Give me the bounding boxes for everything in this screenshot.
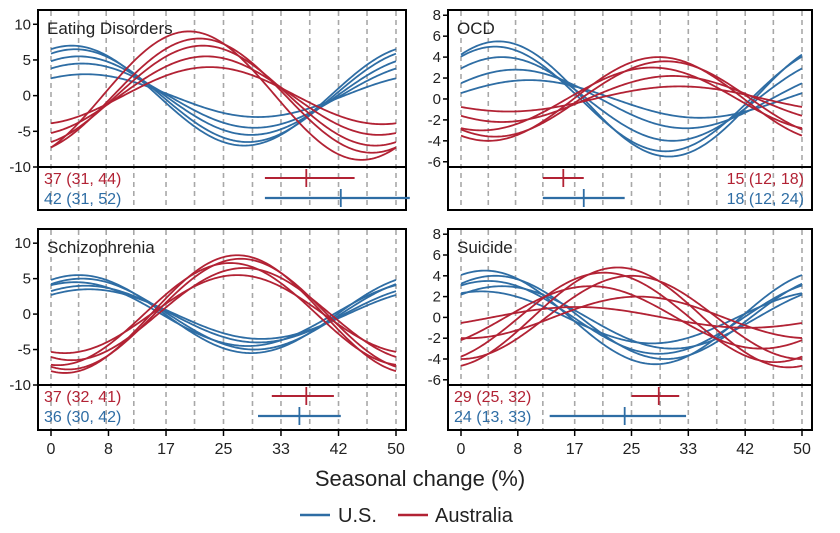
us-series-line: [50, 288, 397, 340]
stat-label: 18 (12, 24): [727, 191, 804, 208]
stat-label: 15 (12, 18): [727, 171, 804, 188]
x-tick-label: 50: [793, 441, 811, 458]
panel-title: OCD: [457, 19, 495, 38]
y-tick-label: 10: [14, 16, 31, 33]
y-tick-label: 0: [23, 88, 31, 105]
us-series-line: [460, 68, 803, 130]
y-tick-label: 0: [433, 309, 441, 326]
australia-series-line: [460, 271, 803, 364]
y-tick-label: 2: [433, 289, 441, 306]
stat-label: 42 (31, 52): [44, 191, 121, 208]
y-tick-label: 4: [433, 49, 441, 66]
y-tick-label: 5: [23, 271, 31, 288]
australia-series-line: [460, 56, 803, 142]
y-tick-label: 0: [23, 306, 31, 323]
panel-title: Schizophrenia: [47, 238, 155, 257]
australia-series-line: [460, 85, 803, 113]
australia-series-line: [50, 66, 397, 126]
y-tick-label: 2: [433, 70, 441, 87]
panel-0: 10 5 0 -5 -10 Eating Disorders 37 (31, 44) 42 (…: [9, 9, 410, 211]
australia-series-line: [460, 66, 803, 132]
y-tick-label: -4: [428, 133, 441, 150]
us-series-line: [50, 277, 397, 351]
panel-frame: [447, 228, 813, 431]
panel-frame: [447, 9, 813, 211]
australia-series-line: [460, 274, 803, 360]
y-tick-label: 0: [433, 91, 441, 108]
y-tick-label: 10: [14, 235, 31, 252]
y-tick-label: 8: [433, 226, 441, 243]
us-series-line: [50, 48, 397, 143]
x-tick-label: 0: [457, 441, 466, 458]
australia-series-line: [460, 306, 803, 329]
y-tick-label: -4: [428, 351, 441, 368]
stat-label: 37 (31, 44): [44, 171, 121, 188]
australia-series-line: [460, 285, 803, 350]
x-tick-label: 42: [736, 441, 754, 458]
y-tick-label: 6: [433, 247, 441, 264]
x-tick-label: 25: [215, 441, 233, 458]
us-series-line: [460, 290, 803, 345]
x-tick-label: 8: [104, 441, 113, 458]
australia-series-line: [50, 267, 397, 362]
us-series-line: [460, 280, 803, 355]
stat-label: 36 (30, 42): [44, 409, 121, 426]
y-tick-label: -6: [428, 154, 441, 171]
panel-title: Eating Disorders: [47, 19, 173, 38]
x-tick-label: 33: [272, 441, 290, 458]
us-series-line: [460, 56, 803, 142]
x-tick-label: 17: [157, 441, 175, 458]
us-series-line: [50, 55, 397, 136]
y-tick-label: -2: [428, 112, 441, 129]
y-tick-label: -5: [18, 342, 31, 359]
x-tick-label: 33: [679, 441, 697, 458]
x-tick-label: 8: [513, 441, 522, 458]
y-tick-label: -10: [9, 377, 31, 394]
us-series-line: [460, 274, 803, 360]
panel-frame: [37, 228, 407, 431]
x-tick-label: 17: [566, 441, 584, 458]
us-series-line: [460, 79, 803, 119]
x-tick-label: 25: [623, 441, 641, 458]
y-tick-label: 6: [433, 28, 441, 45]
us-series-line: [50, 73, 397, 118]
y-tick-label: 8: [433, 7, 441, 24]
panel-title: Suicide: [457, 238, 513, 257]
y-tick-label: -5: [18, 123, 31, 140]
legend-label: U.S.: [338, 505, 377, 527]
x-tick-label: 42: [330, 441, 348, 458]
panel-1: 8 6 4 2 0 -2 -4 -6 OCD 15 (12, 18) 18 (12, 24): [428, 7, 813, 211]
us-series-line: [50, 274, 397, 354]
us-series-line: [50, 44, 397, 147]
x-axis-label: Seasonal change (%): [315, 466, 525, 491]
stat-label: 37 (32, 41): [44, 389, 121, 406]
y-tick-label: -10: [9, 159, 31, 176]
y-tick-label: 5: [23, 52, 31, 69]
legend: U.S. Australia: [300, 505, 514, 527]
australia-series-line: [50, 37, 397, 154]
us-series-line: [50, 284, 397, 344]
x-tick-label: 0: [47, 441, 56, 458]
y-tick-label: -2: [428, 330, 441, 347]
stat-label: 29 (25, 32): [454, 389, 531, 406]
australia-series-line: [460, 295, 803, 340]
y-tick-label: 4: [433, 268, 441, 285]
australia-series-line: [50, 262, 397, 367]
stat-label: 24 (13, 33): [454, 409, 531, 426]
y-tick-label: -6: [428, 372, 441, 389]
x-tick-label: 50: [387, 441, 405, 458]
panel-frame: [37, 9, 407, 211]
australia-series-line: [50, 274, 397, 354]
legend-label: Australia: [435, 505, 514, 527]
